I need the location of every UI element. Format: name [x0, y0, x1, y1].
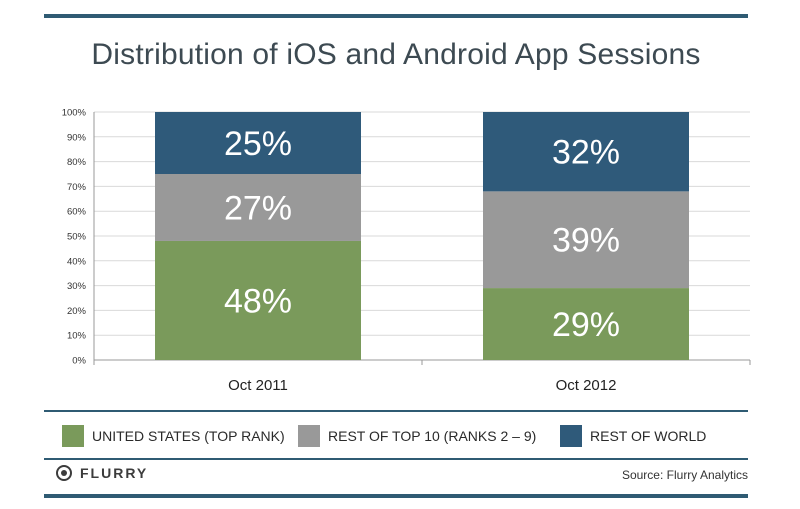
data-label: 32% [552, 134, 620, 172]
y-tick-label: 90% [67, 132, 87, 143]
bar-segment [155, 112, 361, 174]
y-tick-label: 20% [67, 306, 87, 317]
data-label: 48% [224, 282, 292, 320]
bar-segment [155, 174, 361, 241]
legend-label: UNITED STATES (TOP RANK) [92, 428, 285, 444]
legend-label: REST OF WORLD [590, 428, 707, 444]
data-label: 25% [224, 125, 292, 163]
y-tick-label: 30% [67, 281, 87, 292]
y-tick-label: 60% [67, 207, 87, 218]
y-tick-label: 50% [67, 232, 87, 243]
legend-swatch-rest-of-world [560, 425, 582, 447]
y-tick-label: 40% [67, 256, 87, 267]
y-tick-label: 0% [72, 356, 86, 367]
data-label: 27% [224, 189, 292, 227]
chart-title: Distribution of iOS and Android App Sess… [91, 38, 701, 71]
legend-item-united-states: UNITED STATES (TOP RANK) [62, 425, 285, 447]
flurry-logo: FLURRY [56, 465, 148, 481]
source-note: Source: Flurry Analytics [621, 468, 748, 482]
legend-swatch-united-states [62, 425, 84, 447]
logo-text: FLURRY [80, 465, 149, 481]
bar-segment [155, 240, 361, 360]
data-label: 29% [552, 306, 620, 344]
y-tick-label: 80% [67, 157, 87, 168]
legend: UNITED STATES (TOP RANK) REST OF TOP 10 … [44, 410, 748, 460]
bar-segment [483, 288, 689, 360]
data-label: 39% [552, 222, 620, 260]
legend-item-rest-of-world: REST OF WORLD [560, 425, 706, 447]
legend-label: REST OF TOP 10 (RANKS 2 – 9) [328, 428, 537, 444]
bar-segment [483, 112, 689, 192]
y-tick-label: 70% [67, 182, 87, 193]
x-tick-label: Oct 2011 [228, 377, 288, 394]
y-tick-label: 10% [67, 331, 87, 342]
bottom-rule [44, 494, 748, 498]
legend-swatch-rest-of-top-10 [298, 425, 320, 447]
top-rule [44, 14, 748, 18]
bar-segment [483, 191, 689, 289]
flurry-logo-icon [56, 465, 72, 481]
stacked-bar-chart: 0% 10% 20% 30% 40% 50% 60% 70% 80% 90% 100% 48% 27% 2… [62, 108, 751, 394]
x-tick-label: Oct 2012 [556, 377, 617, 394]
legend-item-rest-of-top-10: REST OF TOP 10 (RANKS 2 – 9) [298, 425, 536, 447]
y-tick-label: 100% [62, 108, 87, 119]
